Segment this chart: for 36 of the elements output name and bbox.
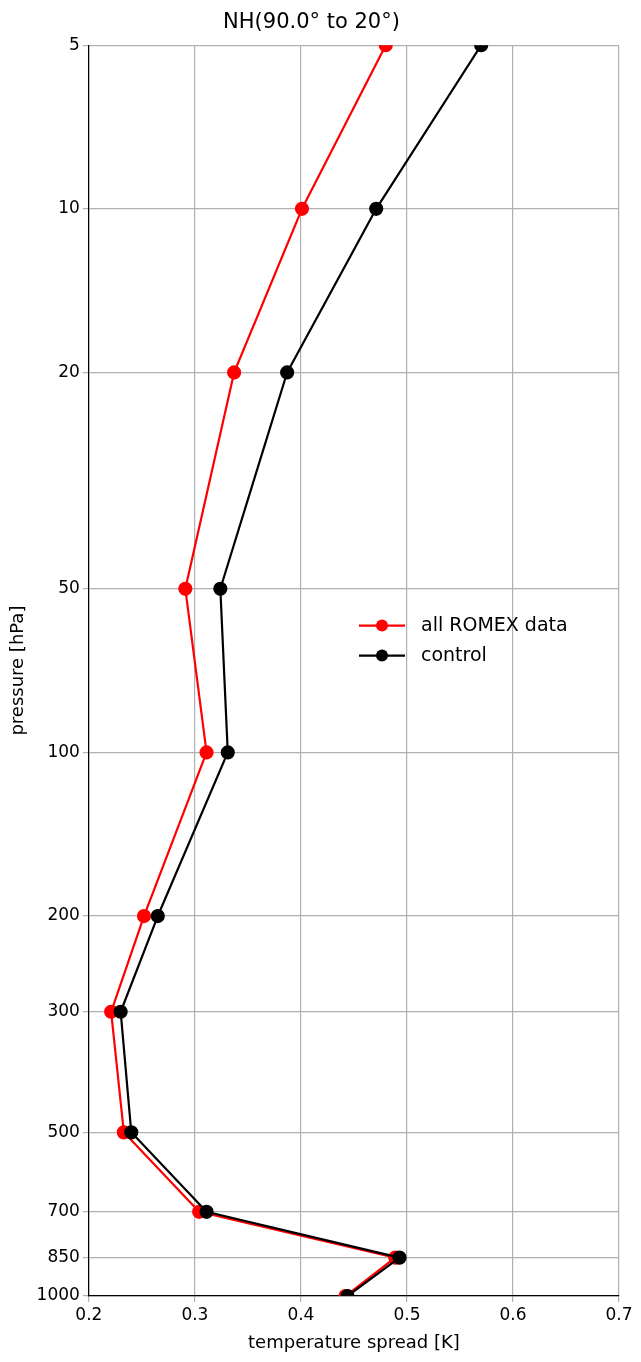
point	[199, 1204, 214, 1219]
point	[150, 908, 165, 924]
legend-label: all ROMEX data	[421, 612, 568, 635]
point	[113, 1004, 128, 1019]
point	[227, 365, 242, 380]
y-tick-label: 100	[47, 740, 80, 761]
x-tick-label: 0.4	[287, 1303, 315, 1324]
x-tick-label: 0.5	[393, 1303, 421, 1324]
point	[136, 908, 152, 924]
y-tick-label: 700	[47, 1200, 80, 1221]
point	[392, 1250, 407, 1265]
x-tick-label: 0.3	[181, 1303, 209, 1324]
x-tick-label: 0.7	[605, 1303, 633, 1324]
y-tick-label: 5	[69, 33, 80, 54]
y-tick-label: 200	[47, 904, 80, 925]
point	[124, 1125, 139, 1140]
point	[294, 201, 310, 216]
y-tick-label: 300	[47, 1000, 80, 1021]
y-axis-title: pressure [hPa]	[6, 605, 28, 736]
x-tick-label: 0.2	[75, 1303, 103, 1324]
y-tick-label: 500	[47, 1120, 80, 1141]
point	[220, 745, 235, 760]
legend-label: control	[421, 642, 487, 665]
point	[369, 201, 384, 216]
y-tick-label: 850	[47, 1246, 80, 1267]
x-axis-title: temperature spread [K]	[248, 1330, 460, 1352]
y-tick-label: 20	[58, 360, 80, 381]
x-tick-label: 0.6	[499, 1303, 527, 1324]
y-tick-label: 10	[58, 197, 80, 218]
y-tick-label: 1000	[36, 1284, 80, 1305]
point	[178, 581, 193, 596]
point	[213, 581, 228, 596]
y-tick-label: 50	[58, 577, 80, 598]
point	[199, 745, 214, 760]
point	[280, 365, 295, 380]
chart-title: NH(90.0° to 20°)	[223, 9, 400, 34]
